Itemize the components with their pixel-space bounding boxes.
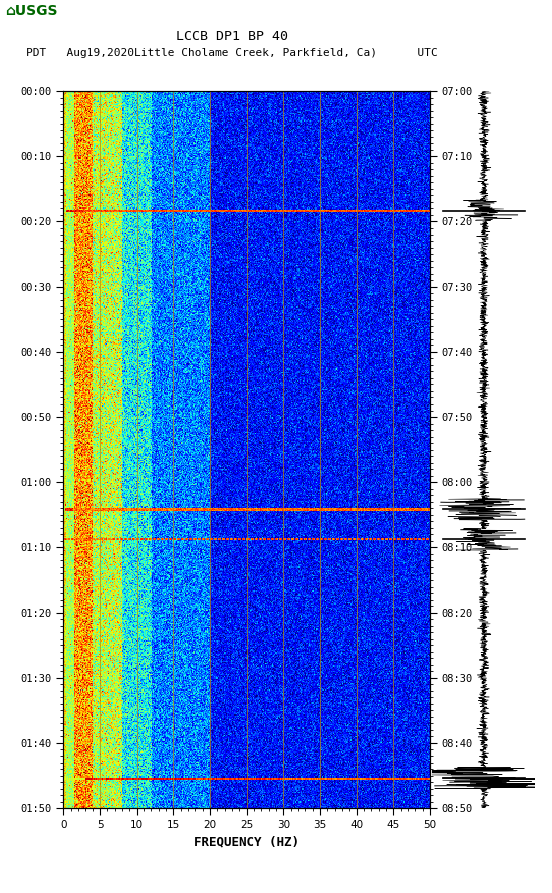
- X-axis label: FREQUENCY (HZ): FREQUENCY (HZ): [194, 836, 299, 848]
- Text: PDT   Aug19,2020Little Cholame Creek, Parkfield, Ca)      UTC: PDT Aug19,2020Little Cholame Creek, Park…: [26, 48, 438, 58]
- Text: LCCB DP1 BP 40: LCCB DP1 BP 40: [176, 29, 288, 43]
- Text: ⌂USGS: ⌂USGS: [6, 4, 58, 19]
